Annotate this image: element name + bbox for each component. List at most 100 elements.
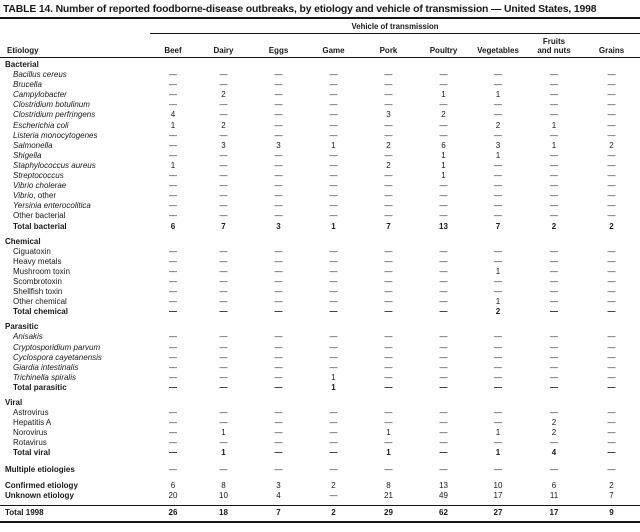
row-label: Other chemical <box>13 297 67 307</box>
value-cell: 3 <box>276 140 281 150</box>
value-cell: — <box>494 352 502 362</box>
value-cell: — <box>329 191 338 201</box>
value-cell: 3 <box>495 140 501 150</box>
value-cell: 26 <box>150 504 196 523</box>
value-cell: — <box>274 201 283 211</box>
value-cell: — <box>439 276 448 286</box>
value-cell: 10 <box>493 480 503 490</box>
value-cell: — <box>439 464 448 474</box>
value-cell: — <box>384 297 393 307</box>
value-cell: — <box>494 191 502 201</box>
value-cell: — <box>384 150 393 160</box>
row-label: Heavy metals <box>13 256 62 266</box>
value-cell: — <box>169 130 177 140</box>
value-cell: — <box>274 382 283 392</box>
table-row: Other chemical — — — — — — 1 — — <box>0 297 640 307</box>
value-cell: 2 <box>551 221 557 231</box>
value-cell: — <box>274 211 283 221</box>
section-header-row: Bacterial <box>0 58 640 71</box>
value-cell: 62 <box>416 504 471 523</box>
value-cell: — <box>607 408 616 418</box>
value-cell: — <box>329 90 338 100</box>
value-cell: — <box>494 110 502 120</box>
row-label: Shigella <box>13 150 42 160</box>
value-cell: — <box>439 438 448 448</box>
value-cell: 9 <box>583 504 640 523</box>
value-cell: — <box>550 130 558 140</box>
value-cell: — <box>274 287 283 297</box>
value-cell: — <box>219 100 228 110</box>
value-cell: — <box>219 80 228 90</box>
value-cell: — <box>219 352 228 362</box>
value-cell: — <box>550 100 558 110</box>
value-cell: 7 <box>609 490 614 500</box>
value-cell: — <box>494 130 502 140</box>
table-row: Cryptosporidium parvum — — — — — — — — — <box>0 343 640 353</box>
value-cell: — <box>494 342 502 352</box>
value-cell: 13 <box>439 221 448 231</box>
value-cell: — <box>607 307 616 317</box>
value-cell: — <box>219 438 228 448</box>
table-row: Total viral — 1 — — 1 — 1 4 — <box>0 448 640 458</box>
value-cell: 1 <box>170 120 176 130</box>
value-cell: — <box>274 90 283 100</box>
table-row: Unknown etiology 20 10 4 — 21 49 17 11 7 <box>0 491 640 501</box>
value-cell: — <box>169 70 177 80</box>
value-cell: — <box>607 80 616 90</box>
value-cell: 8 <box>386 480 391 490</box>
value-cell: — <box>329 448 338 458</box>
value-cell: — <box>607 191 616 201</box>
value-cell: — <box>384 276 393 286</box>
value-cell: — <box>550 372 558 382</box>
table-row: Shellfish toxin — — — — — — — — — <box>0 287 640 297</box>
value-cell: — <box>439 80 448 90</box>
value-cell: — <box>219 181 228 191</box>
value-cell: — <box>607 201 616 211</box>
row-label: Streptococcus <box>13 171 64 181</box>
value-cell: — <box>607 70 616 80</box>
value-cell: — <box>384 418 393 428</box>
value-cell: — <box>329 362 338 372</box>
value-cell: — <box>219 307 228 317</box>
value-cell: — <box>494 100 502 110</box>
value-cell: — <box>169 201 177 211</box>
row-label: Anisakis <box>13 332 43 342</box>
table-row: Shigella — — — — — 1 1 — — <box>0 151 640 161</box>
value-cell: — <box>219 246 228 256</box>
table-row: Trichinella spiralis — — — 1 — — — — — <box>0 373 640 383</box>
value-cell: — <box>384 287 393 297</box>
value-cell: — <box>439 418 448 428</box>
row-label: Brucella <box>13 80 42 90</box>
value-cell: — <box>439 256 448 266</box>
value-cell: — <box>169 372 177 382</box>
table-row: Anisakis — — — — — — — — — <box>0 332 640 342</box>
column-header: Vegetables <box>471 33 525 58</box>
value-cell: — <box>274 256 283 266</box>
value-cell: 21 <box>384 490 393 500</box>
outbreaks-table: Vehicle of transmission Etiology Beef Dai… <box>0 19 640 523</box>
value-cell: — <box>550 464 558 474</box>
value-cell: — <box>550 307 558 317</box>
row-label: Listeria monocytogenes <box>13 130 98 140</box>
value-cell: 1 <box>441 160 446 170</box>
value-cell: 7 <box>251 504 306 523</box>
table-header: Vehicle of transmission Etiology Beef Dai… <box>0 19 640 58</box>
value-cell: — <box>329 266 338 276</box>
value-cell: — <box>219 287 228 297</box>
value-cell: — <box>169 307 177 317</box>
value-cell: — <box>169 171 177 181</box>
value-cell: 1 <box>221 428 226 438</box>
value-cell: — <box>274 428 283 438</box>
value-cell: 1 <box>495 150 501 160</box>
value-cell: — <box>169 297 177 307</box>
value-cell: — <box>169 150 177 160</box>
value-cell: — <box>384 70 393 80</box>
value-cell: — <box>607 256 616 266</box>
value-cell: — <box>494 181 502 191</box>
row-label: Clostridium botulinum <box>13 100 90 110</box>
value-cell: — <box>329 428 338 438</box>
etiology-column-header: Etiology <box>0 33 150 58</box>
value-cell: 2 <box>306 504 361 523</box>
value-cell: 3 <box>276 480 281 490</box>
